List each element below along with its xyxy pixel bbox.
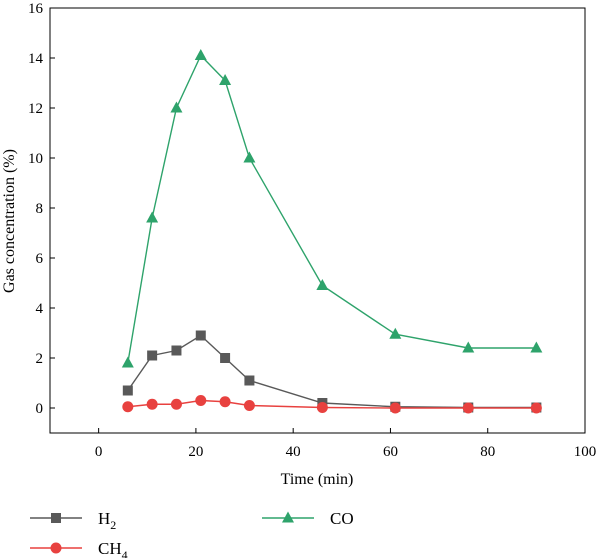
y-tick-label: 12 [28, 101, 43, 117]
x-tick-label: 100 [574, 444, 597, 460]
y-tick-label: 10 [28, 151, 43, 167]
y-tick-label: 2 [36, 351, 44, 367]
data-point-co [462, 341, 475, 353]
data-point-ch4 [146, 398, 158, 410]
data-point-co [194, 49, 207, 60]
x-tick-label: 40 [286, 444, 301, 460]
data-point-h2 [122, 385, 133, 396]
y-tick-label: 0 [36, 401, 44, 417]
data-point-ch4 [122, 401, 134, 413]
x-axis-title: Time (min) [281, 471, 354, 488]
data-point-co [530, 341, 543, 353]
series-line-co [127, 54, 537, 364]
data-point-ch4 [462, 402, 474, 414]
legend-label-text: CH [98, 539, 122, 558]
data-point-ch4 [316, 402, 328, 413]
legend-marker-ch4 [50, 542, 62, 554]
data-point-co [146, 211, 159, 223]
x-tick-label: 20 [188, 444, 203, 460]
y-tick-label: 16 [28, 1, 44, 17]
legend-label-co: CO [330, 509, 354, 528]
data-point-ch4 [243, 400, 255, 411]
y-tick-label: 6 [36, 251, 44, 267]
x-tick-label: 60 [383, 444, 398, 460]
data-point-ch4 [195, 395, 207, 406]
data-point-co [389, 327, 402, 339]
data-point-co [219, 74, 232, 85]
data-point-h2 [220, 353, 231, 363]
series-line-ch4 [127, 399, 537, 409]
x-tick-label: 80 [480, 444, 495, 460]
legend-marker-h2 [51, 513, 61, 523]
x-tick-label: 0 [95, 444, 103, 460]
legend-label-subscript: 4 [122, 548, 128, 558]
data-point-co [316, 279, 329, 290]
data-point-ch4 [170, 398, 182, 410]
series-layer [121, 49, 543, 414]
legend: H2 CH4 CO [30, 509, 354, 558]
data-point-co [121, 356, 134, 368]
y-tick-label: 4 [36, 301, 44, 317]
data-point-h2 [244, 375, 255, 386]
y-axis-title: Gas concentration (%) [1, 149, 18, 293]
data-point-h2 [171, 345, 182, 356]
plot-frame [49, 7, 586, 434]
legend-label-text: CO [330, 509, 354, 528]
data-point-h2 [147, 350, 158, 361]
legend-label-ch4: CH4 [98, 539, 128, 558]
data-point-co [243, 151, 256, 163]
axis-ticks: 0 20 40 60 80 100 0 2 4 6 8 10 12 14 16 [28, 1, 596, 460]
data-point-ch4 [389, 402, 401, 414]
y-tick-label: 14 [28, 51, 44, 67]
data-point-ch4 [530, 402, 542, 414]
legend-marker-co [282, 511, 294, 523]
series-line-h2 [127, 334, 537, 409]
legend-label-h2: H2 [98, 509, 116, 532]
data-point-ch4 [219, 396, 231, 408]
data-point-h2 [195, 330, 206, 341]
y-tick-label: 8 [36, 201, 44, 217]
data-point-co [170, 101, 183, 113]
legend-label-subscript: 2 [110, 518, 116, 532]
legend-label-text: H [98, 509, 110, 528]
